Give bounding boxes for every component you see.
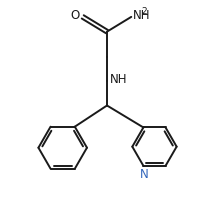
- Text: O: O: [70, 9, 80, 22]
- Text: N: N: [140, 168, 148, 181]
- Text: 2: 2: [141, 7, 147, 16]
- Text: NH: NH: [110, 73, 127, 87]
- Text: NH: NH: [133, 9, 150, 22]
